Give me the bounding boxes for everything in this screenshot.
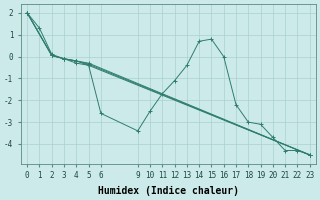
X-axis label: Humidex (Indice chaleur): Humidex (Indice chaleur)	[98, 186, 239, 196]
